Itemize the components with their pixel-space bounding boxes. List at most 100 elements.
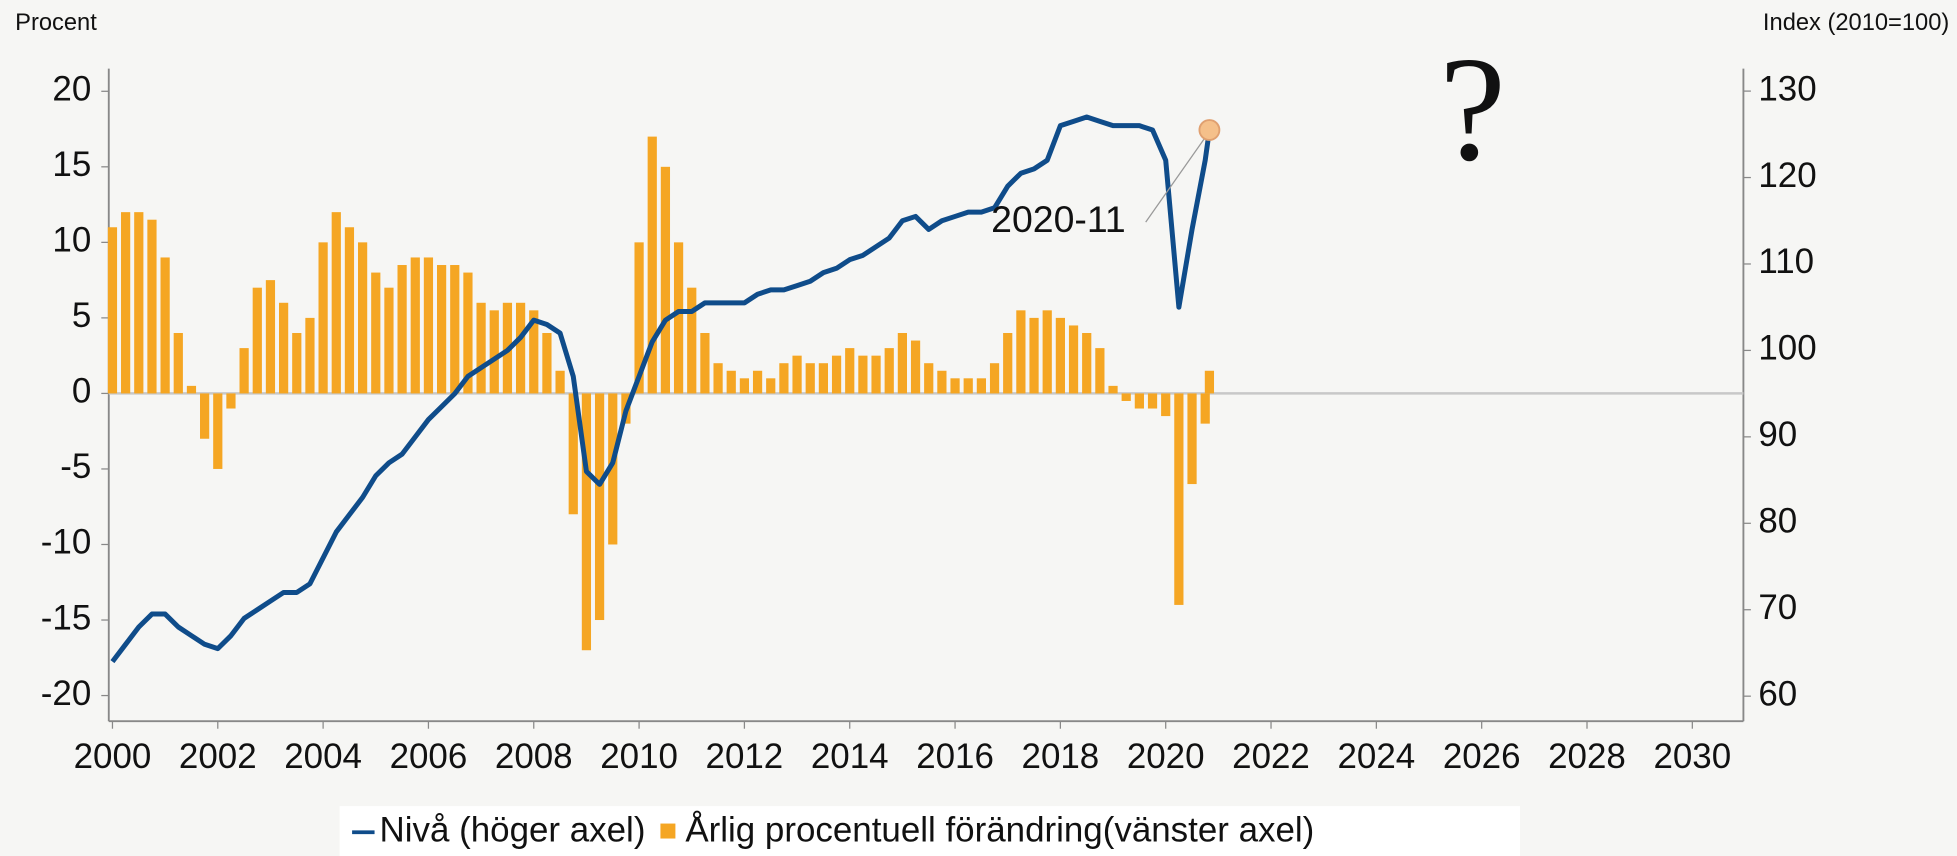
y2-tick-label: 100 [1758, 329, 1816, 368]
bar [542, 332, 552, 394]
bar [726, 370, 736, 394]
bar [910, 340, 921, 394]
bar [1068, 325, 1079, 394]
bar [384, 287, 394, 394]
bar [897, 332, 908, 394]
y2-tick-label: 90 [1758, 415, 1797, 454]
bar [450, 265, 460, 394]
bar [252, 287, 262, 394]
bar [226, 393, 236, 409]
y2-tick-label: 130 [1758, 69, 1816, 108]
bar [963, 378, 973, 394]
legend-label: Årlig procentuell förändring(vänster axe… [685, 811, 1314, 850]
y2-tick-label: 60 [1758, 674, 1797, 713]
left-axis-label: Procent [15, 10, 97, 36]
bar [436, 265, 447, 394]
bar [739, 378, 750, 394]
y2-tick-label: 120 [1758, 156, 1816, 195]
x-tick-label: 2016 [916, 737, 994, 776]
bar [1016, 310, 1026, 394]
bar [397, 265, 407, 394]
bar [1147, 393, 1158, 409]
bar [1108, 385, 1118, 394]
line [110, 114, 1212, 664]
x-tick-label: 2010 [600, 737, 678, 776]
bar [410, 257, 420, 394]
bar [489, 310, 499, 394]
bar [160, 257, 170, 394]
bar [331, 212, 341, 394]
bar [1200, 393, 1210, 424]
bar [213, 393, 223, 469]
bar [239, 348, 249, 394]
bar [1161, 393, 1171, 417]
bar [1082, 332, 1092, 394]
bar [279, 302, 289, 394]
bar [700, 332, 710, 394]
x-tick-label: 2002 [179, 737, 257, 776]
bar [463, 272, 473, 394]
bar [858, 355, 868, 394]
bar [766, 378, 776, 394]
bar [950, 378, 960, 394]
annotation-marker [1198, 119, 1221, 141]
annotation-label: 2020-11 [991, 198, 1126, 240]
y2-tick-label: 80 [1758, 502, 1797, 541]
bar [265, 280, 276, 394]
bar [147, 219, 157, 394]
bar [1134, 393, 1144, 409]
y-tick-label: 10 [52, 221, 91, 260]
x-tick-label: 2030 [1653, 737, 1731, 776]
x-tick-label: 2008 [495, 737, 573, 776]
bar [476, 302, 486, 394]
bar [713, 363, 723, 394]
legend-label: Nivå (höger axel) [380, 811, 646, 850]
y-tick-label: 20 [52, 70, 91, 109]
bar [937, 370, 947, 394]
bar [1121, 393, 1131, 401]
annotation-leader [1145, 134, 1208, 223]
bar [687, 287, 697, 394]
bar [634, 242, 644, 394]
y-tick-label: -5 [60, 447, 91, 486]
bar [357, 242, 368, 394]
bar [647, 136, 657, 394]
bar [134, 212, 144, 394]
bar [884, 348, 894, 394]
bar [555, 370, 565, 394]
bar [1095, 348, 1105, 394]
y-tick-label: -10 [41, 523, 91, 562]
bar [818, 363, 829, 394]
bar [608, 393, 618, 545]
bar [1055, 317, 1065, 394]
x-tick-label: 2022 [1232, 737, 1310, 776]
bar [529, 310, 539, 394]
bar [173, 332, 183, 394]
y-tick-label: 15 [52, 145, 91, 184]
question-mark: ? [1439, 27, 1505, 192]
x-tick-label: 2026 [1443, 737, 1521, 776]
bar [1174, 393, 1184, 605]
x-tick-label: 2028 [1548, 737, 1626, 776]
bar [845, 348, 855, 394]
bar [423, 257, 434, 394]
right-axis-label: Index (2010=100) [1763, 10, 1949, 36]
bar [318, 242, 328, 394]
bar [594, 393, 605, 621]
bar [976, 378, 986, 394]
bar [186, 385, 197, 394]
bar [871, 355, 881, 394]
legend-swatch [660, 823, 676, 839]
bar [371, 272, 381, 394]
bar [344, 227, 355, 394]
bar [673, 242, 684, 394]
y-tick-label: 5 [72, 296, 91, 335]
x-tick-label: 2014 [811, 737, 889, 776]
bar [1029, 317, 1039, 394]
bar [292, 332, 302, 394]
bar [200, 393, 210, 439]
bar [831, 355, 842, 394]
legend-box [339, 806, 1521, 856]
